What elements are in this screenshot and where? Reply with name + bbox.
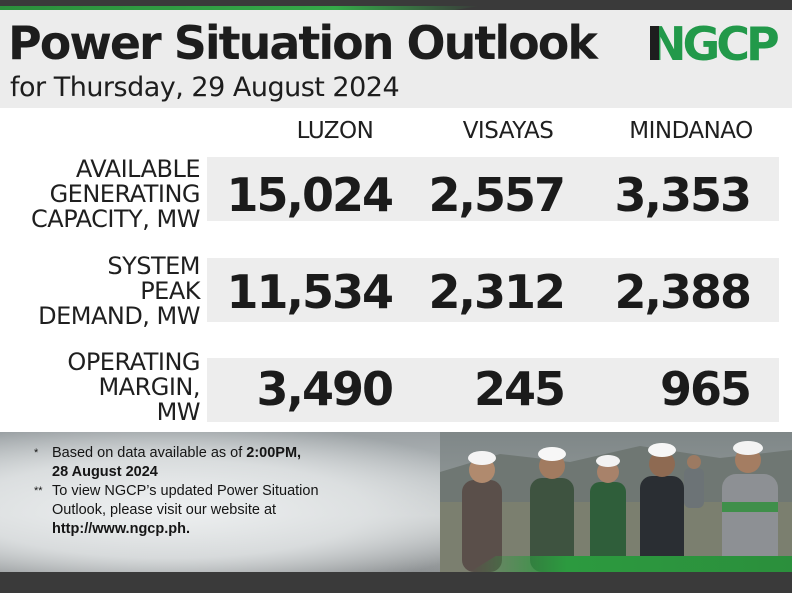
value-visayas-available-capacity: 2,557: [428, 168, 566, 222]
value-mindanao-available-capacity: 3,353: [614, 168, 752, 222]
footnote-mark: *: [34, 447, 39, 459]
website-link[interactable]: http://www.ngcp.ph.: [52, 521, 190, 537]
value-visayas-peak-demand: 2,312: [428, 265, 566, 319]
top-bar: [0, 0, 792, 10]
value-visayas-operating-margin: 245: [473, 362, 566, 416]
header: Power Situation Outlook for Thursday, 29…: [0, 10, 792, 108]
page-title: Power Situation Outlook: [8, 16, 598, 70]
row-label-line: DEMAND, MW: [38, 302, 200, 330]
row-label-line: GENERATING: [49, 180, 201, 208]
column-header-mindanao: MINDANAO: [629, 118, 753, 144]
row-label-line: MW: [156, 398, 201, 426]
row-label-available-capacity: AVAILABLE GENERATING CAPACITY, MW: [0, 157, 200, 232]
footnote-mark: **: [34, 485, 43, 497]
footnote-date: 28 August 2024: [52, 464, 158, 480]
value-luzon-available-capacity: 15,024: [226, 168, 394, 222]
footnote-text: Outlook, please visit our website at: [52, 502, 277, 518]
column-header-luzon: LUZON: [296, 118, 374, 144]
column-header-visayas: VISAYAS: [462, 118, 554, 144]
row-label-line: MARGIN,: [98, 373, 200, 401]
footnote-text: Based on data available as of: [52, 445, 247, 461]
row-label-peak-demand: SYSTEM PEAK DEMAND, MW: [0, 254, 200, 329]
footnote-text: To view NGCP’s updated Power Situation: [52, 483, 319, 499]
value-mindanao-operating-margin: 965: [659, 362, 752, 416]
value-mindanao-peak-demand: 2,388: [614, 265, 752, 319]
bottom-accent-stripe: [470, 556, 792, 572]
row-band-peak-demand: [207, 258, 779, 322]
linemen-photo: [440, 432, 792, 572]
row-band-available-capacity: [207, 157, 779, 221]
svg-text:NGCP: NGCP: [648, 18, 778, 68]
ngcp-logo: NGCP: [648, 18, 782, 68]
footnote-time: 2:00PM,: [246, 445, 302, 461]
top-accent-stripe: [0, 6, 480, 12]
footnotes: * Based on data available as of 2:00PM, …: [32, 444, 372, 539]
row-label-line: AVAILABLE: [75, 155, 201, 183]
row-label-line: OPERATING: [67, 348, 200, 376]
value-luzon-operating-margin: 3,490: [256, 362, 394, 416]
row-label-line: PEAK: [140, 277, 200, 305]
row-label-line: CAPACITY, MW: [31, 205, 200, 233]
row-band-operating-margin: [207, 358, 779, 422]
ngcp-logo-mark: NGCP: [648, 18, 782, 68]
page-subtitle: for Thursday, 29 August 2024: [10, 72, 400, 103]
footnote-website: ** To view NGCP’s updated Power Situatio…: [32, 482, 372, 539]
footnote-data-timestamp: * Based on data available as of 2:00PM, …: [32, 444, 372, 482]
bottom-bar: [0, 572, 792, 593]
footer-photo-area: * Based on data available as of 2:00PM, …: [0, 432, 792, 572]
row-label-line: SYSTEM: [107, 252, 200, 280]
footer-background-glow: [0, 432, 480, 572]
row-label-operating-margin: OPERATING MARGIN, MW: [0, 350, 200, 425]
value-luzon-peak-demand: 11,534: [226, 265, 394, 319]
